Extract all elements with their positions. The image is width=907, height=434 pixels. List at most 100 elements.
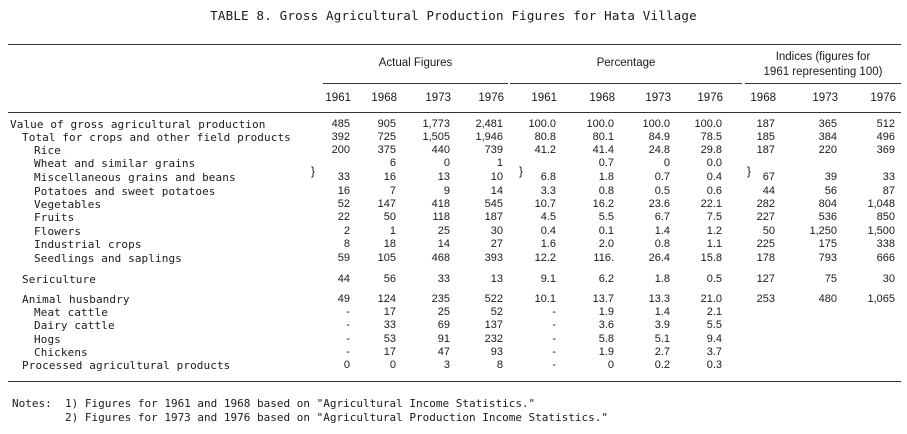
percentage-value-cell: 0.7	[598, 157, 614, 169]
actual-value-cell: 69	[437, 319, 450, 331]
actual-value-cell: 393	[484, 252, 503, 264]
percentage-value-cell: 0.0	[706, 157, 722, 169]
actual-value-cell: 232	[484, 333, 503, 345]
percentage-value-cell: 0	[607, 359, 614, 371]
percentage-value-cell: 0.4	[706, 171, 722, 183]
percentage-value-cell: 5.1	[654, 333, 670, 345]
index-value-cell: 185	[756, 131, 775, 143]
percentage-value-cell: 15.8	[700, 252, 722, 264]
percentage-value-cell: 3.7	[706, 346, 722, 358]
actual-value-cell: 1	[496, 157, 503, 169]
row-label: Processed agricultural products	[22, 359, 231, 372]
percentage-value-cell: 5.5	[706, 319, 722, 331]
group-header-indices-line1: Indices (figures for	[775, 51, 871, 63]
actual-value-cell: 1,773	[422, 118, 450, 130]
actual-value-cell: 30	[490, 225, 503, 237]
actual-value-cell: 56	[383, 273, 396, 285]
group-header-actual: Actual Figures	[378, 57, 453, 69]
header-bottom-rule	[8, 112, 901, 113]
index-value-cell: 282	[756, 198, 775, 210]
index-value-cell: 1,065	[867, 293, 895, 305]
row-label: Industrial crops	[34, 238, 142, 251]
brace-percentage: }	[519, 164, 524, 178]
percentage-value-cell: 21.0	[700, 293, 722, 305]
percentage-value-cell: 13.3	[648, 293, 670, 305]
actual-value-cell: 25	[437, 306, 450, 318]
percentage-value-cell: 2.0	[598, 238, 614, 250]
percentage-value-cell: 0.5	[706, 273, 722, 285]
percentage-value-cell: 16.2	[592, 198, 614, 210]
percentage-value-cell: 100.0	[642, 118, 670, 130]
year-header-indices-2: 1976	[870, 92, 896, 104]
year-header-indices-0: 1968	[750, 92, 776, 104]
actual-value-cell: -	[346, 306, 350, 318]
row-label: Miscellaneous grains and beans	[34, 171, 236, 184]
actual-value-cell: 8	[496, 359, 503, 371]
year-header-percentage-1: 1968	[589, 92, 615, 104]
percentage-value-cell: -	[552, 306, 556, 318]
percentage-value-cell: 24.8	[648, 144, 670, 156]
table-row: Flowers 2 1 25 30 0.4 0.1 1.4 1.2 50 1,250 1,500	[0, 225, 907, 238]
table-row: Animal husbandry 49 124 235 522 10.1 13.7 13.3 2…	[0, 293, 907, 306]
actual-value-cell: 47	[437, 346, 450, 358]
index-value-cell: 1,048	[867, 198, 895, 210]
percentage-value-cell: 4.5	[540, 211, 556, 223]
percentage-value-cell: 0.1	[598, 225, 614, 237]
group-header-indices: Indices (figures for 1961 representing 1…	[745, 50, 901, 80]
year-header-actual-0: 1961	[325, 92, 351, 104]
index-value-cell: 187	[756, 118, 775, 130]
index-value-cell: 220	[818, 144, 837, 156]
percentage-value-cell: 0.6	[706, 185, 722, 197]
actual-value-cell: 14	[437, 238, 450, 250]
percentage-value-cell: 100.0	[586, 118, 614, 130]
actual-value-cell: 392	[331, 131, 350, 143]
actual-value-cell: 485	[331, 118, 350, 130]
percentage-value-cell: 1.2	[706, 225, 722, 237]
note-2: 2) Figures for 1973 and 1976 based on "A…	[12, 411, 609, 424]
actual-value-cell: 17	[383, 346, 396, 358]
index-value-cell: 384	[818, 131, 837, 143]
percentage-value-cell: 9.1	[540, 273, 556, 285]
actual-value-cell: 137	[484, 319, 503, 331]
subrule-indices	[745, 83, 901, 84]
percentage-value-cell: 5.5	[598, 211, 614, 223]
percentage-value-cell: 3.6	[598, 319, 614, 331]
actual-value-cell: 200	[331, 144, 350, 156]
index-value-cell: 87	[882, 185, 895, 197]
percentage-value-cell: 1.8	[598, 171, 614, 183]
percentage-value-cell: 80.8	[534, 131, 556, 143]
percentage-value-cell: 12.2	[534, 252, 556, 264]
row-label: Potatoes and sweet potatoes	[34, 185, 216, 198]
actual-value-cell: 3	[443, 359, 450, 371]
actual-value-cell: 1	[389, 225, 396, 237]
index-value-cell: 666	[876, 252, 895, 264]
percentage-value-cell: 1.4	[654, 306, 670, 318]
actual-value-cell: 33	[437, 273, 450, 285]
actual-value-cell: 10	[490, 171, 503, 183]
index-value-cell: 365	[818, 118, 837, 130]
index-value-cell: 253	[756, 293, 775, 305]
table-row: Rice 200 375 440 739 41.2 41.4 24.8 29.8 187 220 36…	[0, 144, 907, 157]
actual-value-cell: 522	[484, 293, 503, 305]
actual-value-cell: -	[346, 319, 350, 331]
top-rule	[8, 44, 901, 45]
index-value-cell: 1,250	[809, 225, 837, 237]
row-label: Hogs	[34, 333, 61, 346]
actual-value-cell: 59	[337, 252, 350, 264]
percentage-value-cell: 116.	[593, 252, 614, 264]
actual-value-cell: 468	[431, 252, 450, 264]
actual-value-cell: 17	[383, 306, 396, 318]
index-value-cell: 536	[818, 211, 837, 223]
actual-value-cell: 124	[377, 293, 396, 305]
percentage-value-cell: 0.7	[654, 171, 670, 183]
note-1: Notes: 1) Figures for 1961 and 1968 base…	[12, 397, 536, 410]
subrule-percentage	[510, 83, 742, 84]
table-row: Potatoes and sweet potatoes 16 7 9 14 3.3 0.8 0…	[0, 185, 907, 198]
index-value-cell: 1,500	[867, 225, 895, 237]
percentage-value-cell: 13.7	[592, 293, 614, 305]
table-row: Dairy cattle - 33 69 137 - 3.6 3.9 5.5	[0, 319, 907, 332]
percentage-value-cell: 0.2	[654, 359, 670, 371]
index-value-cell: 175	[818, 238, 837, 250]
percentage-value-cell: 5.8	[598, 333, 614, 345]
actual-value-cell: 235	[431, 293, 450, 305]
